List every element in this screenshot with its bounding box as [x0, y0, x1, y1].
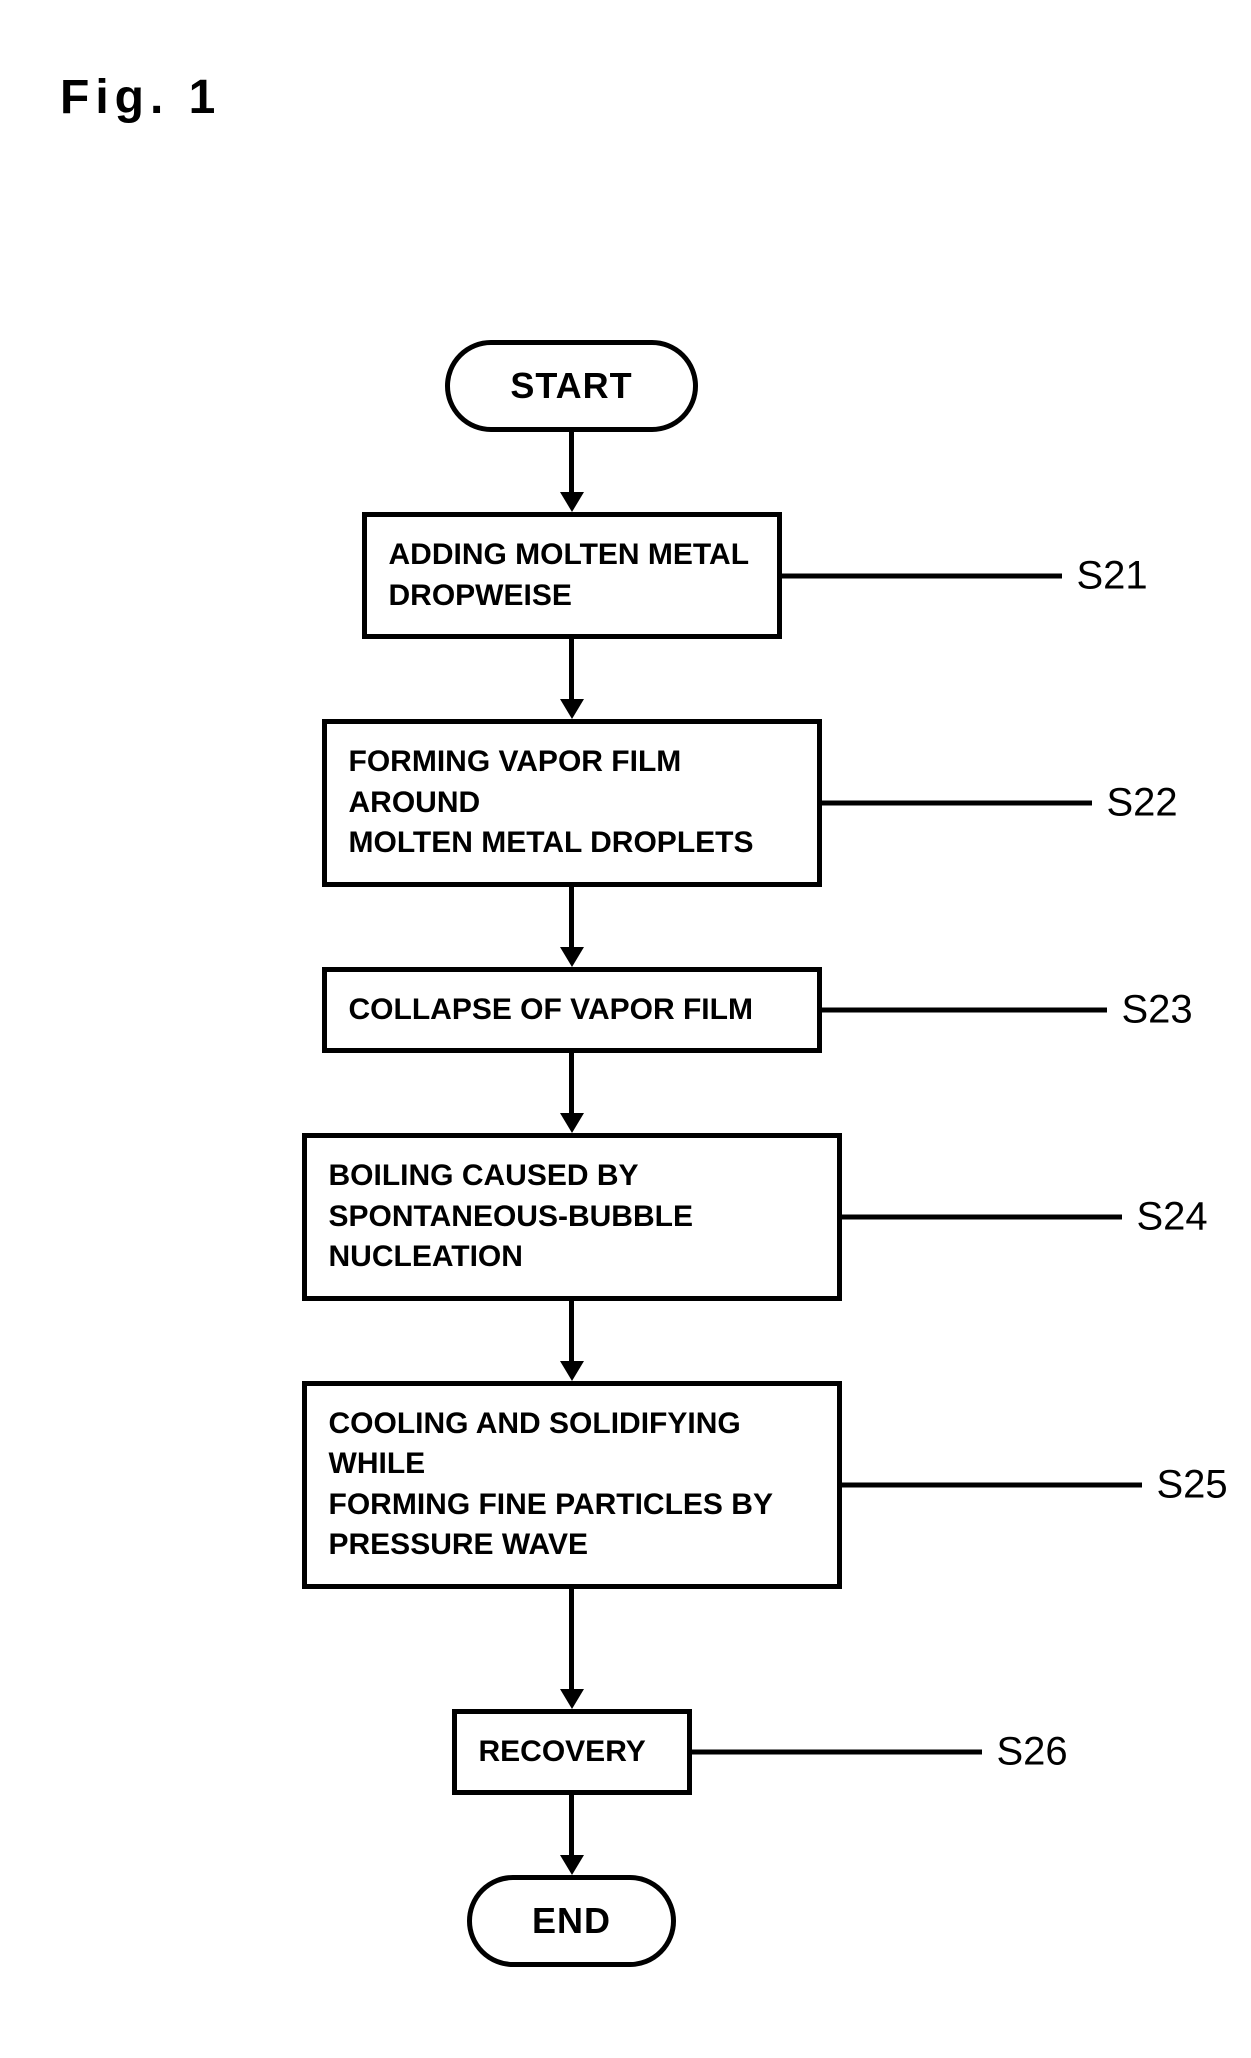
arrow — [560, 639, 584, 719]
step-label: S25 — [1157, 1462, 1228, 1507]
connector — [692, 1749, 982, 1754]
process-box: ADDING MOLTEN METALDROPWEISE — [362, 512, 782, 639]
process-box: FORMING VAPOR FILM AROUNDMOLTEN METAL DR… — [322, 719, 822, 887]
process-box: RECOVERY — [452, 1709, 692, 1796]
flowchart-container: START ADDING MOLTEN METALDROPWEISE S21 F… — [302, 340, 842, 1967]
step-label: S21 — [1077, 553, 1148, 598]
connector — [822, 800, 1092, 805]
connector — [782, 573, 1062, 578]
step-label: S23 — [1122, 987, 1193, 1032]
arrow — [560, 1301, 584, 1381]
step-label: S26 — [997, 1729, 1068, 1774]
arrow — [560, 1795, 584, 1875]
connector — [842, 1214, 1122, 1219]
arrow — [560, 1053, 584, 1133]
step-label: S24 — [1137, 1194, 1208, 1239]
arrow — [560, 1589, 584, 1709]
connector — [842, 1482, 1142, 1487]
step-row-6: RECOVERY S26 — [452, 1709, 692, 1796]
arrow — [560, 887, 584, 967]
end-terminal: END — [467, 1875, 676, 1967]
step-row-5: COOLING AND SOLIDIFYING WHILEFORMING FIN… — [302, 1381, 842, 1589]
step-row-3: COLLAPSE OF VAPOR FILM S23 — [322, 967, 822, 1054]
process-box: COLLAPSE OF VAPOR FILM — [322, 967, 822, 1054]
step-label: S22 — [1107, 780, 1178, 825]
step-row-2: FORMING VAPOR FILM AROUNDMOLTEN METAL DR… — [322, 719, 822, 887]
connector — [822, 1007, 1107, 1012]
figure-title: Fig. 1 — [60, 70, 221, 125]
process-box: COOLING AND SOLIDIFYING WHILEFORMING FIN… — [302, 1381, 842, 1589]
step-row-1: ADDING MOLTEN METALDROPWEISE S21 — [362, 512, 782, 639]
step-row-4: BOILING CAUSED BYSPONTANEOUS-BUBBLE NUCL… — [302, 1133, 842, 1301]
start-terminal: START — [445, 340, 697, 432]
process-box: BOILING CAUSED BYSPONTANEOUS-BUBBLE NUCL… — [302, 1133, 842, 1301]
arrow — [560, 432, 584, 512]
